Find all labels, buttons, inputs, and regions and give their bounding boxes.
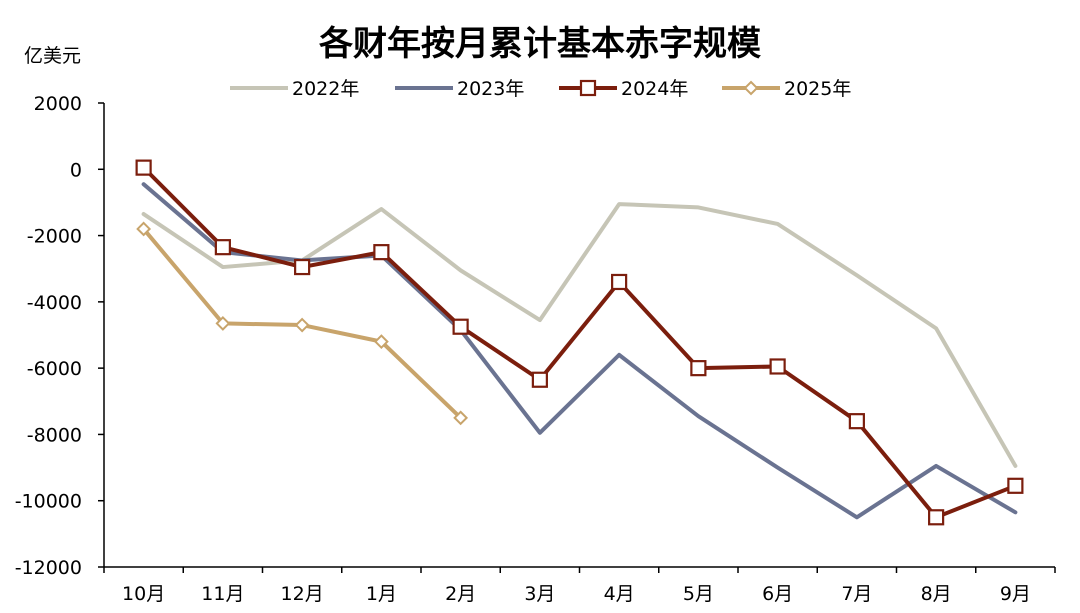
data-point [769,358,786,375]
legend-item: 2024年 [559,78,688,100]
x-tick-label: 12月 [281,583,324,605]
series-2024年 [135,159,1024,526]
series-line [141,202,1018,468]
data-point [373,244,390,261]
y-tick-label: 0 [70,159,82,181]
legend-label: 2025年 [784,78,851,100]
x-tick-label: 10月 [122,583,165,605]
legend-marker [743,80,759,96]
y-tick-label: -8000 [27,424,82,446]
data-point [690,360,707,377]
legend-item: 2025年 [722,78,851,100]
chart-title: 各财年按月累计基本赤字规模 [319,24,761,64]
data-point [452,318,469,335]
series-2022年 [141,202,1018,468]
legend-item: 2023年 [395,78,524,100]
x-tick-label: 5月 [683,583,714,605]
data-point [135,159,152,176]
legend-label: 2023年 [457,78,524,100]
legend: 2022年 2023年 2024年 2025年 [230,78,851,100]
data-point [294,258,311,276]
x-tick-label: 6月 [762,583,793,605]
data-point [1007,477,1024,494]
data-point [453,410,469,426]
axes: 2000 0 -2000 -4000 -6000 -8000 -10000 -12000 10月… [15,93,1056,605]
data-point [215,315,231,331]
data-point [611,273,628,291]
y-axis-unit-label: 亿美元 [24,45,81,67]
y-tick-label: -12000 [15,557,82,579]
series-2023年 [141,182,1018,520]
series-layer [135,159,1024,526]
legend-item: 2022年 [230,78,359,100]
x-tick-label: 3月 [524,583,555,605]
data-point [531,371,548,388]
legend-label: 2024年 [621,78,688,100]
data-point [214,239,231,256]
y-tick-label: 2000 [34,93,82,115]
x-tick-label: 1月 [366,583,397,605]
x-tick-label: 8月 [921,583,952,605]
legend-label: 2022年 [292,78,359,100]
data-point [848,413,865,430]
series-2025年 [136,221,469,426]
series-line [141,165,1018,520]
data-point [373,334,389,350]
x-tick-label: 11月 [201,583,244,605]
x-tick-label: 2月 [445,583,476,605]
series-line [141,182,1018,520]
x-tick-label: 4月 [604,583,635,605]
data-point [136,221,152,237]
x-tick-label: 9月 [1000,583,1031,605]
data-point [294,317,310,333]
legend-marker [579,79,597,97]
data-point [928,509,945,526]
y-tick-label: -10000 [15,491,82,513]
y-tick-label: -4000 [27,292,82,314]
y-tick-label: -2000 [27,226,82,248]
y-tick-label: -6000 [27,358,82,380]
x-tick-label: 7月 [841,583,872,605]
